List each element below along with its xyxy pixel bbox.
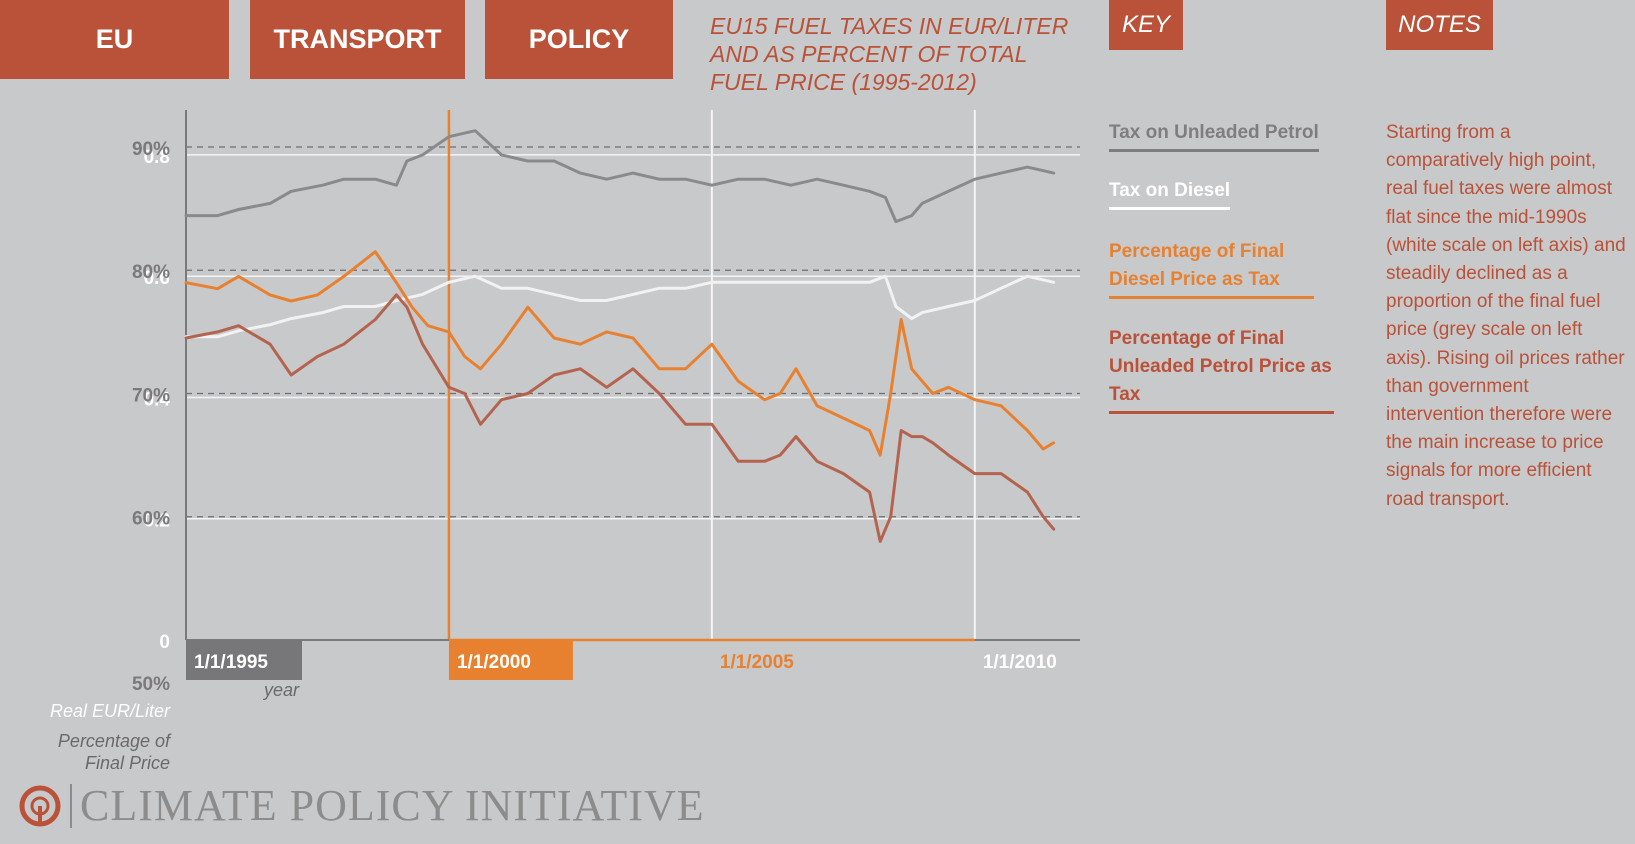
y-tick-eur: 0.8	[144, 147, 170, 168]
chart-title: EU15 FUEL TAXES IN EUR/LITER AND AS PERC…	[710, 13, 1069, 95]
y-tick-eur: 0.4	[144, 389, 171, 410]
y-tick-eur: 0.2	[144, 511, 170, 532]
notes-text: Starting from a comparatively high point…	[1386, 122, 1626, 510]
x-tick-label: 1/1/2000	[457, 652, 531, 673]
key-label: KEY	[1109, 0, 1183, 50]
y-tick-pct: 80%	[132, 262, 170, 283]
x-tick-label: 1/1/2010	[983, 652, 1057, 673]
x-tick-box	[186, 640, 302, 680]
series-line	[184, 250, 1056, 457]
x-axis-title: year	[264, 680, 300, 700]
axis-title-eur: Real EUR/Liter	[49, 701, 170, 721]
y-tick-pct: 60%	[132, 509, 170, 530]
x-tick-label: 1/1/2005	[720, 652, 794, 673]
y-tick-eur: 0.6	[144, 268, 170, 289]
tab-eu[interactable]: EU	[0, 0, 229, 79]
tab-policy[interactable]: POLICY	[485, 0, 673, 79]
x-tick-box	[448, 640, 573, 680]
y-tick-pct: 90%	[132, 139, 170, 160]
key-petrol-pct: Percentage of Final Unleaded Petrol Pric…	[1109, 325, 1334, 414]
notes-label: NOTES	[1386, 0, 1493, 50]
logo-text: CLIMATE POLICY INITIATIVE	[80, 781, 705, 830]
series-line	[184, 274, 1056, 339]
logo: CLIMATE POLICY INITIATIVE	[18, 780, 705, 831]
key-petrol-tax: Tax on Unleaded Petrol	[1109, 119, 1319, 152]
key-diesel-tax: Tax on Diesel	[1109, 177, 1231, 210]
y-tick-eur: 0	[159, 632, 170, 653]
series-line	[184, 293, 1056, 543]
series-line	[184, 129, 1056, 224]
y-tick-pct: 50%	[132, 674, 170, 695]
tab-transport[interactable]: TRANSPORT	[250, 0, 465, 79]
y-tick-pct: 70%	[132, 385, 170, 406]
key-diesel-pct: Percentage of Final Diesel Price as Tax	[1109, 238, 1314, 299]
x-tick-label: 1/1/1995	[194, 652, 268, 673]
logo-icon	[19, 785, 61, 826]
axis-title-pct: Percentage of Final Price	[57, 731, 170, 773]
